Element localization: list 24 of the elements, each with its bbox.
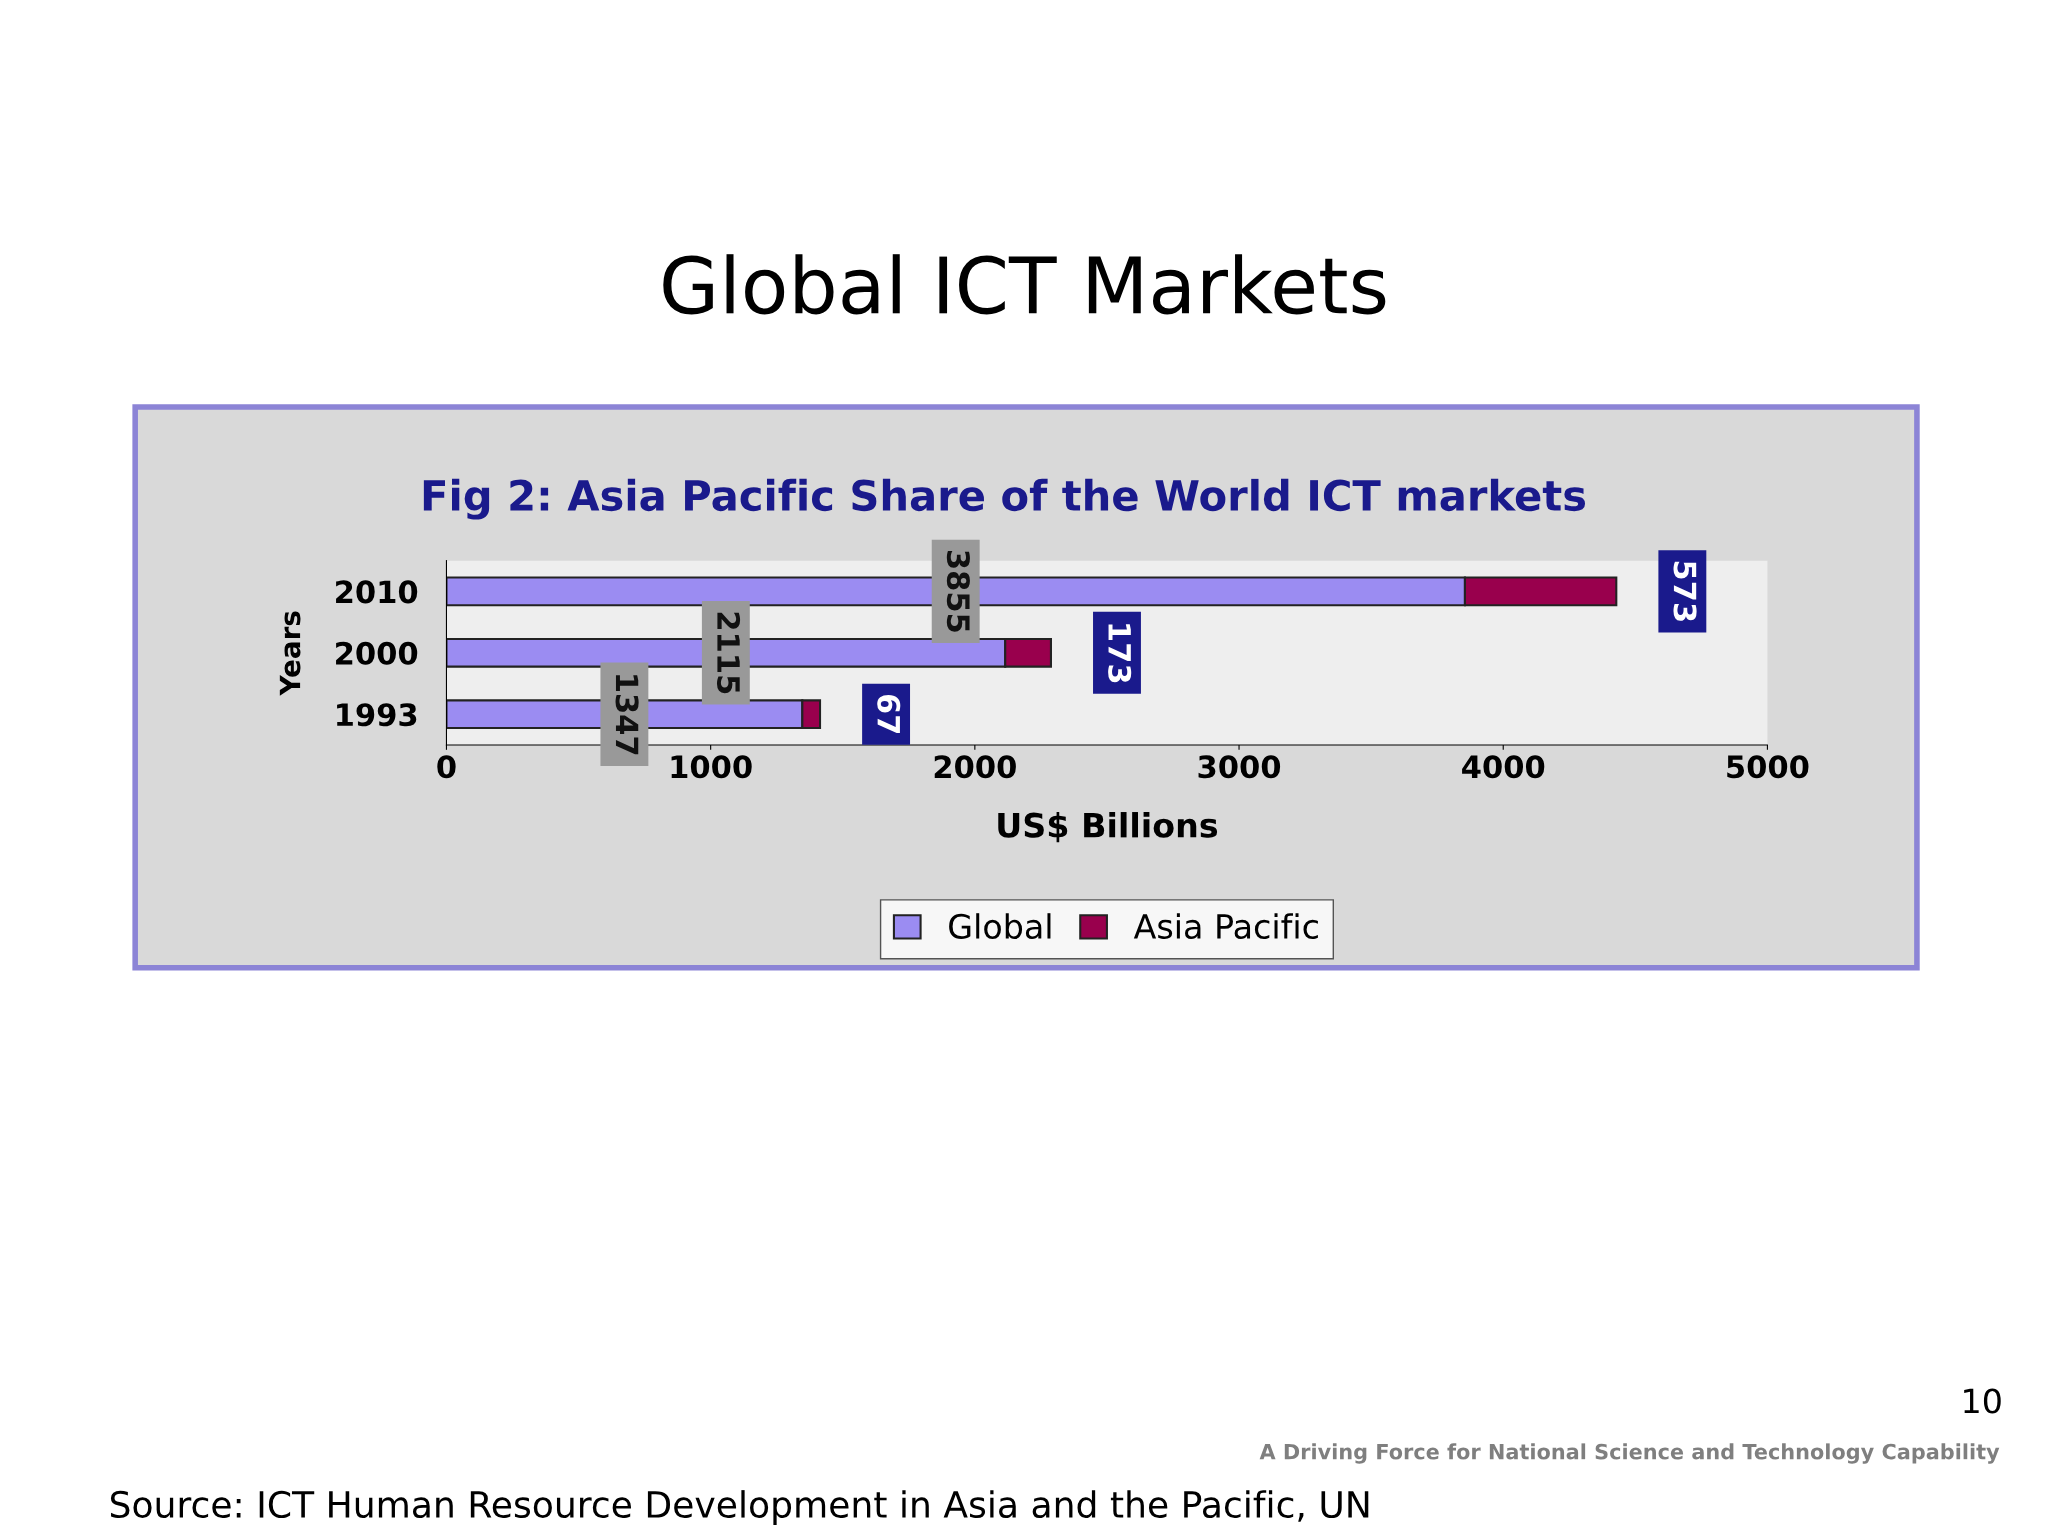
x-tick-label: 0 <box>437 755 456 779</box>
x-tick-label: 1000 <box>671 755 752 779</box>
y-tick-label: 1993 <box>337 703 417 727</box>
y-axis-title: Years <box>279 611 301 696</box>
data-label: 3855 <box>946 550 970 632</box>
y-tick-label: 2000 <box>336 641 418 665</box>
chart-title: Global ICT Markets <box>663 254 1386 315</box>
x-tick-label: 5000 <box>1727 755 1809 779</box>
x-tick-label: 2000 <box>934 755 1016 779</box>
y-tick-label: 2010 <box>336 580 418 604</box>
data-label: 573 <box>1673 561 1697 621</box>
data-label: 67 <box>877 694 901 734</box>
data-label: 1347 <box>615 675 639 755</box>
legend-label: Asia Pacific <box>1133 913 1318 939</box>
x-axis-title: US$ Billions <box>998 812 1218 843</box>
x-tick-label: 4000 <box>1462 755 1545 779</box>
text: A Driving Force for National Science and Technology Capability <box>1259 1443 2000 1464</box>
source-note: Source: ICT Human Resource Development in Asia and the Pacific, UN <box>110 1490 1369 1526</box>
chart-subtitle: Fig 2: Asia Pacific Share of the World ICT markets <box>423 478 1586 520</box>
x-tick-label: 3000 <box>1198 755 1281 779</box>
text: 10 <box>1964 1388 2001 1414</box>
data-label: 2115 <box>716 612 741 694</box>
legend-label: Global <box>949 913 1051 939</box>
data-label: 173 <box>1108 624 1132 683</box>
